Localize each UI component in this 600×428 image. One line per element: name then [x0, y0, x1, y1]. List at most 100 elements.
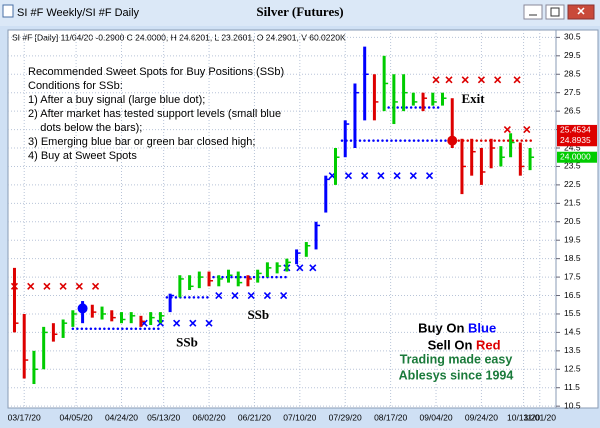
y-tick-label: 19.5	[564, 234, 581, 244]
y-tick-label: 28.5	[564, 69, 581, 79]
notes: Recommended Sweet Spots for Buy Position…	[28, 66, 485, 350]
x-marker	[296, 264, 304, 272]
x-tick-label: 07/10/20	[283, 412, 316, 422]
x-tick-label: 09/24/20	[465, 412, 498, 422]
app-icon	[2, 4, 14, 18]
x-marker	[280, 291, 288, 300]
x-tick-label: 08/17/20	[374, 412, 407, 422]
x-marker	[377, 172, 385, 180]
x-marker	[445, 76, 453, 84]
x-marker	[309, 264, 317, 272]
y-tick-label: 30.5	[564, 32, 581, 42]
tab-label: SI #F Weekly/SI #F Daily	[17, 7, 140, 19]
price-label: 24.0000	[560, 151, 591, 161]
y-axis-panel	[555, 29, 599, 409]
y-tick-label: 15.5	[564, 308, 581, 318]
maximize-button[interactable]	[545, 4, 565, 20]
x-tick-label: 04/05/20	[60, 412, 93, 422]
annotation: Exit	[461, 91, 485, 106]
x-marker	[523, 126, 531, 134]
note-line: 1) After a buy signal (large blue dot);	[28, 94, 205, 106]
close-icon: ✕	[576, 6, 585, 18]
x-marker	[173, 319, 181, 327]
ohlc-header: SI #F [Daily] 11/04/20 -0.2900 C 24.0000…	[12, 32, 346, 42]
x-marker	[461, 76, 469, 84]
x-tick-label: 07/29/20	[329, 412, 362, 422]
x-marker	[344, 172, 353, 180]
x-marker	[27, 282, 35, 290]
x-marker	[409, 172, 417, 180]
x-tick-label: 06/02/20	[192, 412, 225, 422]
sell-label: Sell On	[428, 337, 476, 352]
y-tick-label: 14.5	[564, 327, 581, 337]
y-tick-label: 18.5	[564, 253, 581, 263]
x-marker	[59, 282, 67, 290]
note-line: Conditions for SSb:	[28, 80, 123, 92]
x-marker	[91, 282, 100, 290]
price-label-box	[557, 151, 597, 163]
price-label-box	[557, 135, 597, 147]
x-marker	[494, 76, 502, 84]
y-tick-label: 13.5	[564, 345, 581, 355]
y-tick-label: 21.5	[564, 198, 581, 208]
x-tick-label: 10/13/20	[507, 412, 540, 422]
x-marker	[503, 126, 511, 134]
note-line: 3) Emerging blue bar or green bar closed…	[28, 136, 255, 148]
y-tick-label: 10.5	[564, 400, 581, 410]
y-tick-label: 24.5	[564, 142, 581, 152]
x-marker	[43, 282, 51, 290]
price-label: 25.4534	[560, 125, 591, 135]
y-tick-label: 27.5	[564, 87, 581, 97]
note-line: dots below the bars);	[28, 122, 142, 134]
x-marker	[205, 319, 213, 327]
note-line: 2) After market has tested support level…	[28, 108, 281, 120]
y-tick-label: 22.5	[564, 179, 581, 189]
x-marker	[425, 172, 434, 180]
note-line: 4) Buy at Sweet Spots	[28, 150, 137, 162]
x-marker	[361, 172, 369, 180]
x-marker	[75, 282, 83, 290]
x-tick-label: 06/21/20	[238, 412, 271, 422]
signal-dot	[77, 303, 88, 314]
buy-word: Blue	[468, 320, 496, 335]
sell-word: Red	[476, 337, 501, 352]
title-bar	[0, 0, 600, 26]
maximize-icon	[550, 7, 560, 17]
annotation: SSb	[247, 307, 269, 322]
y-tick-label: 17.5	[564, 271, 581, 281]
price-label-box	[557, 124, 597, 136]
brand: Ablesys since 1994	[399, 368, 514, 382]
x-tick-label: 04/24/20	[105, 412, 138, 422]
x-marker	[247, 291, 255, 300]
y-tick-label: 12.5	[564, 364, 581, 374]
y-tick-label: 23.5	[564, 161, 581, 171]
x-marker	[215, 291, 223, 300]
price-label: 24.8935	[560, 135, 591, 145]
buy-label: Buy On	[418, 320, 468, 335]
window-buttons: ✕	[523, 4, 595, 20]
x-tick-label: 09/04/20	[419, 412, 452, 422]
y-tick-label: 16.5	[564, 290, 581, 300]
minimize-button[interactable]	[523, 4, 543, 20]
x-marker	[263, 291, 271, 300]
tagline: Trading made easy	[400, 352, 513, 366]
x-tick-label: 11/01/20	[524, 412, 557, 422]
y-tick-label: 20.5	[564, 216, 581, 226]
x-tick-label: 05/13/20	[147, 412, 180, 422]
x-marker	[432, 76, 440, 84]
x-marker	[513, 76, 521, 84]
x-marker	[189, 319, 197, 327]
x-marker	[231, 291, 239, 300]
note-line: Recommended Sweet Spots for Buy Position…	[28, 66, 284, 78]
x-tick-label: 03/17/20	[8, 412, 41, 422]
x-marker	[477, 76, 485, 84]
y-tick-label: 29.5	[564, 50, 581, 60]
close-button[interactable]	[567, 4, 595, 20]
signal-dot	[447, 135, 458, 146]
y-tick-label: 26.5	[564, 105, 581, 115]
y-tick-label: 11.5	[564, 382, 580, 392]
x-marker	[393, 172, 401, 180]
chart-title: Silver (Futures)	[256, 4, 343, 19]
